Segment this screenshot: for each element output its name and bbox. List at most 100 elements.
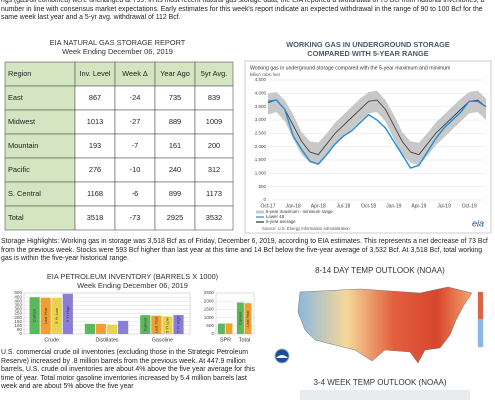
logo: eia — [472, 218, 484, 228]
table-cell — [114, 85, 156, 111]
table-cell — [4, 133, 76, 159]
y-tick-label: 2000 — [204, 298, 215, 303]
table-value: 1009 — [206, 117, 222, 126]
y-tick-label: 450 — [14, 294, 22, 299]
us-map — [297, 286, 473, 364]
table-value: 3532 — [206, 213, 222, 222]
y-tick-label: 2500 — [204, 290, 215, 295]
line-series — [267, 99, 487, 169]
table-cell — [114, 205, 156, 231]
bar — [225, 323, 233, 334]
y-tick-label: 0 — [19, 331, 22, 336]
table-cell — [74, 205, 116, 231]
table-subtitle: Week Ending December 06, 2019 — [62, 47, 173, 56]
table-cell — [114, 61, 156, 87]
table-value: -6 — [132, 189, 139, 198]
y-tick-label: 4,000 — [255, 91, 267, 96]
table-value: 1013 — [87, 117, 103, 126]
y-tick-label: 500 — [258, 184, 266, 189]
table-cell — [4, 181, 76, 207]
bar-label: Last Year — [153, 316, 158, 333]
y-tick-label: 350 — [14, 303, 22, 308]
bar-label: Current — [237, 311, 242, 325]
petroleum-text: U.S. commercial crude oil inventories (e… — [1, 349, 255, 391]
bar — [236, 302, 244, 334]
bar — [162, 316, 173, 334]
bar — [40, 297, 51, 334]
highlights-text: Storage Highlights: Working gas in stora… — [1, 238, 488, 263]
table-header: Inv. Level — [79, 69, 110, 78]
bar-label: Last Year — [43, 307, 48, 324]
noaa-logo — [276, 355, 288, 358]
table-value: 1168 — [87, 189, 103, 198]
table-value: 1173 — [206, 189, 222, 198]
x-tick-label: Distillates — [95, 337, 118, 343]
table-value: 839 — [208, 93, 220, 102]
table-cell — [194, 85, 234, 111]
y-tick-label: 500 — [206, 323, 214, 328]
x-tick-label: Jul-18 — [337, 203, 351, 209]
bar-label: 5 Yr Low — [164, 317, 169, 333]
chart-subtitle: Working gas in underground storage compa… — [250, 65, 450, 71]
table-value: Mountain — [8, 141, 38, 150]
bar — [29, 297, 40, 334]
bar — [151, 315, 162, 334]
table-cell — [4, 109, 76, 135]
x-tick-label: Apr-19 — [411, 203, 426, 209]
table-value: -73 — [130, 213, 141, 222]
table-cell — [194, 61, 234, 87]
x-tick-label: Oct-19 — [462, 203, 477, 209]
y-tick-label: 1000 — [204, 315, 215, 320]
y-tick-label: 1,000 — [255, 171, 267, 176]
outlook-map — [274, 286, 484, 400]
table-cell — [74, 181, 116, 207]
table-cell — [4, 157, 76, 183]
x-tick-label: Jul-19 — [437, 203, 451, 209]
range-band — [268, 90, 486, 166]
bar — [217, 323, 225, 334]
y-tick-label: 0 — [263, 197, 266, 202]
outlook-title: 8-14 DAY TEMP OUTLOOK (NOAA) — [315, 266, 445, 275]
bar — [244, 303, 252, 334]
table-value: 735 — [169, 93, 181, 102]
table-cell — [4, 85, 76, 111]
y-tick-label: 2,500 — [255, 131, 267, 136]
bar — [118, 320, 129, 334]
table-value: 889 — [169, 117, 181, 126]
bar-label: Current — [32, 308, 37, 322]
table-value: 161 — [169, 141, 181, 150]
table-value: -27 — [130, 117, 141, 126]
chart-title: WORKING GAS IN UNDERGROUND STORAGE COMPA… — [286, 40, 450, 58]
y-tick-label: 2,000 — [255, 144, 267, 149]
table-value: 240 — [169, 165, 181, 174]
y-tick-label: 200 — [14, 315, 22, 320]
y-tick-label: 50 — [17, 327, 23, 332]
y-tick-label: 3,000 — [255, 117, 267, 122]
y-tick-label: 300 — [14, 307, 22, 312]
table-value: Midwest — [8, 117, 35, 126]
table-value: 3518 — [87, 213, 103, 222]
x-tick-label: Jan-18 — [286, 203, 302, 209]
bar — [51, 297, 62, 334]
table-cell — [194, 181, 234, 207]
table-value: -10 — [130, 165, 141, 174]
y-tick-label: 500 — [14, 290, 22, 295]
x-tick-label: Oct-17 — [260, 203, 275, 209]
bar — [107, 324, 118, 334]
x-tick-label: Total — [239, 337, 250, 343]
bar — [84, 323, 96, 334]
table-value: -24 — [130, 93, 141, 102]
table-value: Pacific — [8, 165, 30, 174]
table-cell — [74, 85, 116, 111]
table-header: Year Ago — [160, 69, 190, 78]
bar — [95, 323, 107, 334]
table-value: 2925 — [167, 213, 183, 222]
table-header: Region — [8, 69, 31, 78]
table-cell — [114, 181, 156, 207]
y-tick-label: 250 — [14, 311, 22, 316]
table-value: 312 — [208, 165, 220, 174]
bar — [140, 315, 151, 334]
map-preview — [300, 390, 470, 400]
y-tick-label: 0 — [211, 331, 214, 336]
